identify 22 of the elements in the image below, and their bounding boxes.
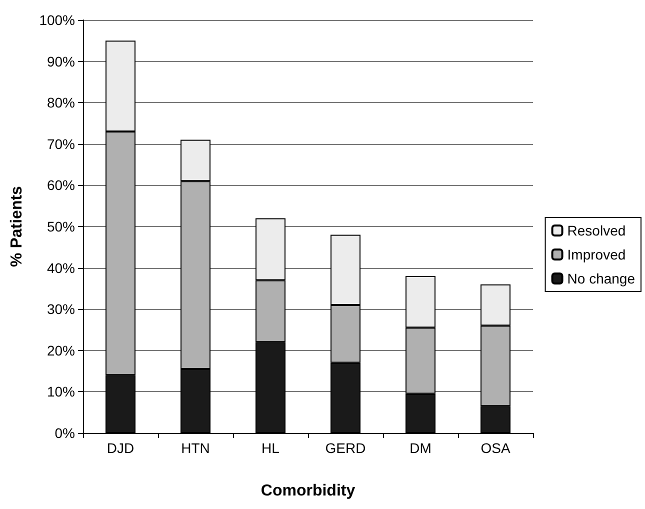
x-tick-label: GERD — [325, 440, 366, 456]
x-tick-label: DJD — [106, 440, 134, 456]
y-tick-label: 50% — [46, 218, 75, 234]
x-tick-label: DM — [410, 440, 432, 456]
y-tick-label: 10% — [46, 384, 75, 400]
y-tick-label: 80% — [46, 94, 75, 111]
x-tick-label: HTN — [181, 440, 210, 456]
y-tick-label: 60% — [46, 177, 75, 194]
y-tick-label: 0% — [54, 425, 75, 441]
y-tick-label: 20% — [46, 342, 75, 358]
x-axis-title: Comorbidity — [260, 482, 356, 500]
y-tick-label: 100% — [39, 12, 75, 28]
x-tick-label: OSA — [480, 440, 511, 456]
y-tick-label: 90% — [46, 53, 75, 70]
legend-label: Improved — [567, 246, 626, 262]
legend-label: Resolved — [567, 222, 626, 238]
y-tick-label: 30% — [46, 301, 75, 318]
x-tick-label: HL — [262, 440, 280, 456]
y-tick-label: 70% — [46, 136, 75, 152]
y-tick-label: 40% — [46, 260, 75, 276]
legend-label: No change — [567, 270, 636, 286]
y-axis-title: % Patients — [8, 186, 26, 267]
